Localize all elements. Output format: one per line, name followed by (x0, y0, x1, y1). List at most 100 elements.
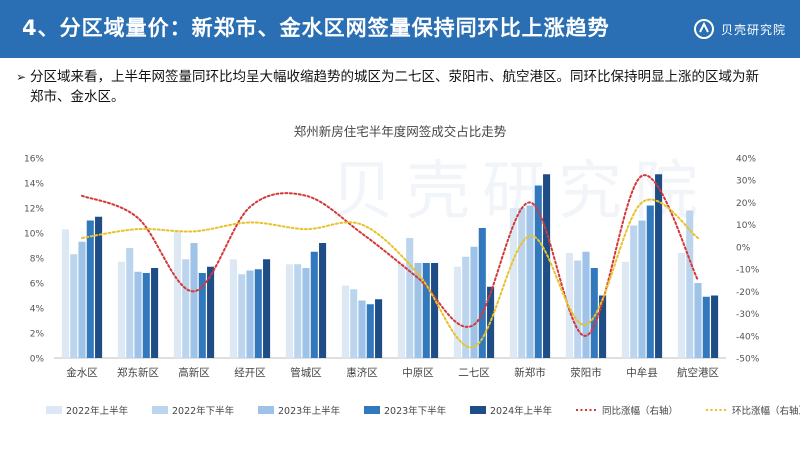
bar-3-2 (246, 270, 254, 358)
bar-8-3 (534, 185, 542, 358)
bar-3-0 (229, 259, 237, 358)
bar-6-3 (422, 263, 430, 358)
y-tick-label: 14% (24, 180, 44, 190)
bar-0-1 (70, 254, 78, 358)
header-banner: 4、分区域量价：新郑市、金水区网签量保持同环比上涨趋势 贝壳研究院 (0, 0, 800, 58)
bar-10-4 (655, 174, 663, 358)
bar-4-2 (302, 268, 310, 358)
bar-6-4 (431, 263, 439, 358)
bar-3-4 (263, 259, 271, 358)
legend-label: 2024年上半年 (490, 405, 553, 417)
bar-0-4 (95, 216, 103, 358)
bar-2-4 (207, 266, 215, 358)
bar-5-3 (366, 304, 374, 358)
bar-5-4 (375, 299, 383, 358)
bar-8-4 (543, 174, 551, 358)
y-tick-label: 10% (24, 230, 44, 240)
brand-logo: 贝壳研究院 (693, 18, 786, 40)
bar-0-2 (78, 241, 86, 358)
bar-0-3 (86, 220, 94, 358)
legend-swatch (46, 406, 62, 414)
bar-6-2 (414, 263, 422, 358)
legend-label: 2023年上半年 (278, 405, 341, 417)
x-tick-label: 荥阳市 (570, 366, 602, 379)
legend-label: 环比涨幅（右轴） (732, 405, 800, 417)
bar-1-4 (151, 268, 159, 358)
y2-tick-label: 30% (736, 177, 756, 187)
y-tick-label: 8% (30, 255, 45, 265)
chart-title: 郑州新房住宅半年度网签成交占比走势 (294, 124, 507, 139)
shell-logo-icon (693, 19, 714, 39)
bar-7-1 (462, 256, 470, 358)
y2-tick-label: 0% (736, 243, 751, 253)
summary-text: 分区域来看，上半年网签量同环比均呈大幅收缩趋势的城区为二七区、荥阳市、航空港区。… (30, 69, 759, 105)
series-line-1 (81, 198, 699, 349)
logo-text: 贝壳研究院 (720, 22, 786, 37)
bar-7-3 (478, 228, 486, 358)
summary-text-block: ➢ 分区域来看，上半年网签量同环比均呈大幅收缩趋势的城区为二七区、荥阳市、航空港… (16, 67, 770, 107)
bar-4-4 (319, 243, 327, 358)
bar-5-1 (350, 289, 358, 358)
x-tick-label: 中原区 (402, 366, 434, 379)
y2-tick-label: -40% (736, 332, 760, 342)
x-tick-label: 经开区 (234, 366, 266, 379)
bar-7-2 (470, 246, 478, 358)
legend-label: 2022年上半年 (66, 405, 129, 417)
bar-4-0 (285, 264, 293, 358)
bar-4-3 (310, 251, 318, 358)
x-tick-label: 中牟县 (626, 366, 658, 379)
y2-tick-label: -20% (736, 288, 760, 298)
bar-11-4 (711, 295, 719, 358)
bar-11-2 (694, 283, 702, 358)
bar-9-1 (574, 260, 582, 358)
bar-4-1 (294, 264, 302, 358)
x-tick-label: 惠济区 (346, 366, 378, 379)
y2-tick-label: 40% (736, 155, 756, 165)
x-tick-label: 航空港区 (677, 366, 719, 379)
y2-tick-label: -50% (736, 355, 760, 365)
x-tick-label: 二七区 (458, 367, 490, 379)
bar-10-0 (621, 261, 629, 358)
y2-tick-label: -30% (736, 310, 760, 320)
bar-9-2 (582, 251, 590, 358)
bar-10-2 (638, 220, 646, 358)
legend-label: 同比涨幅（右轴） (602, 405, 678, 417)
legend-swatch (152, 406, 168, 414)
y-tick-label: 0% (30, 355, 45, 365)
legend-label: 2023年下半年 (384, 405, 447, 417)
y-tick-label: 16% (24, 155, 44, 165)
y2-tick-label: 10% (736, 221, 756, 231)
x-tick-label: 新郑市 (514, 366, 546, 379)
bar-8-0 (509, 208, 517, 358)
y2-tick-label: -10% (736, 266, 760, 276)
bar-9-4 (599, 295, 607, 358)
bar-10-1 (630, 225, 638, 358)
bar-3-1 (238, 274, 246, 358)
legend-swatch (258, 406, 274, 414)
bar-2-1 (182, 259, 190, 358)
bar-1-2 (134, 271, 142, 358)
y2-tick-label: 20% (736, 199, 756, 209)
x-tick-label: 金水区 (66, 366, 98, 379)
bar-8-2 (526, 205, 534, 358)
bar-5-2 (358, 300, 366, 358)
y-tick-label: 12% (24, 205, 44, 215)
bar-6-1 (406, 238, 414, 358)
bar-0-0 (61, 229, 69, 358)
bar-1-3 (142, 273, 150, 358)
bar-11-1 (686, 210, 694, 358)
x-tick-label: 管城区 (290, 366, 322, 379)
legend-swatch (470, 406, 486, 414)
y-tick-label: 6% (30, 280, 45, 290)
page-title: 4、分区域量价：新郑市、金水区网签量保持同环比上涨趋势 (22, 16, 610, 40)
x-tick-label: 郑东新区 (117, 366, 159, 379)
bar-5-0 (341, 285, 349, 358)
bullet-arrow-icon: ➢ (16, 70, 27, 84)
legend-swatch (364, 406, 380, 414)
bar-6-0 (397, 263, 405, 358)
bar-1-1 (126, 248, 134, 358)
bar-1-0 (117, 261, 125, 358)
bar-2-0 (173, 231, 181, 358)
bar-2-3 (198, 273, 206, 358)
bar-7-0 (453, 266, 461, 358)
